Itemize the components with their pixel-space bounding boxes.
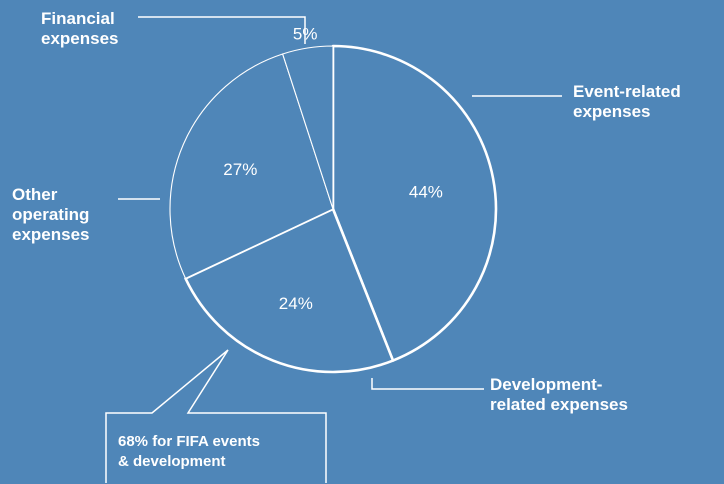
leader-development — [371, 378, 484, 390]
annotation-callout — [105, 349, 327, 483]
leader-financial — [138, 16, 306, 44]
category-label-financial: Financial expenses — [41, 9, 119, 48]
annotation-text: 68% for FIFA events & development — [118, 433, 260, 470]
value-label-financial: 5% — [293, 25, 318, 44]
pie-slice-other — [169, 53, 334, 279]
pie-slice-event — [331, 44, 498, 362]
value-label-development: 24% — [279, 294, 313, 313]
category-label-event: Event-related expenses — [573, 82, 681, 121]
value-label-other: 27% — [223, 160, 257, 179]
pie-slice-financial — [282, 45, 334, 210]
pie-slice-development — [184, 207, 395, 374]
value-label-event: 44% — [409, 182, 443, 201]
category-label-other: Other operating expenses — [12, 185, 90, 244]
category-label-development: Development- related expenses — [490, 375, 628, 414]
